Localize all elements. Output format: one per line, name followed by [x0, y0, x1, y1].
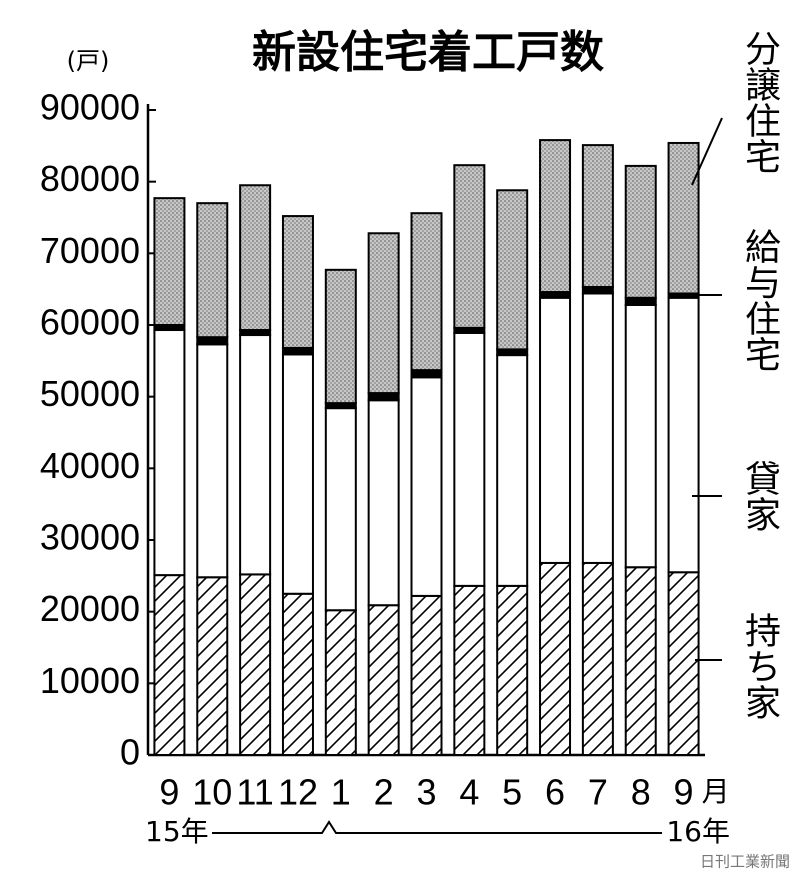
bar-segment: [196, 336, 229, 346]
x-tick-label: 9: [674, 772, 694, 813]
y-tick-label: 90000: [40, 87, 140, 128]
bar-segment: [281, 353, 314, 595]
bar-segment: [453, 331, 486, 587]
bar-segment: [281, 215, 314, 349]
bar-segment: [153, 574, 186, 756]
bar-segment: [539, 139, 572, 294]
x-tick-label: 7: [588, 772, 608, 813]
x-tick-label: 2: [374, 772, 394, 813]
legend-leader: [691, 117, 723, 186]
bar-segment: [410, 376, 443, 597]
bar-segment: [581, 292, 614, 564]
bar-segment: [496, 354, 529, 587]
chart-title: 新設住宅着工戸数: [252, 27, 604, 78]
bar-segment: [367, 399, 400, 607]
bar-segment: [667, 141, 700, 295]
bar-segment: [624, 164, 657, 299]
x-tick-label: 10: [192, 772, 232, 813]
bar-segment: [624, 566, 657, 756]
bar-segment: [581, 561, 614, 757]
y-tick-label: 60000: [40, 302, 140, 343]
bar-segment: [196, 343, 229, 579]
x-tick-label: 8: [631, 772, 651, 813]
x-tick-label: 9: [159, 772, 179, 813]
bar-segment: [324, 268, 357, 405]
year-end: 16年: [666, 815, 730, 848]
source: 日刊工業新聞: [700, 853, 790, 871]
bar-segment: [153, 197, 186, 326]
x-tick-label: 11: [236, 772, 273, 813]
legend-label: 貸家: [739, 460, 780, 532]
bar-segment: [410, 212, 443, 372]
legend-label: 給与住宅: [739, 228, 780, 372]
y-tick-label: 70000: [40, 230, 140, 271]
x-tick-label: 6: [545, 772, 565, 813]
legend-label: 分譲住宅: [739, 30, 780, 174]
y-tick-label: 0: [120, 732, 140, 773]
bar-segment: [624, 296, 657, 306]
bar-segment: [196, 202, 229, 339]
bar-segment: [239, 573, 272, 757]
bar-segment: [539, 561, 572, 757]
bar-segment: [367, 392, 400, 402]
x-tick-label: 12: [278, 772, 318, 813]
y-tick-label: 30000: [40, 517, 140, 558]
bar-segment: [539, 296, 572, 564]
y-unit: (戸): [67, 47, 110, 75]
year-span-line: [212, 820, 662, 834]
y-tick-label: 20000: [40, 588, 140, 629]
bar-segment: [153, 329, 186, 577]
y-tick-label: 10000: [40, 660, 140, 701]
bar-segment: [410, 369, 443, 379]
bar-segment: [324, 407, 357, 612]
bar-segment: [496, 584, 529, 756]
year-start: 15年: [145, 815, 209, 848]
bar-segment: [581, 144, 614, 289]
y-tick-label: 50000: [40, 373, 140, 414]
x-tick-label: 5: [502, 772, 522, 813]
legend-label: 持ち家: [739, 612, 780, 720]
x-tick-label: 3: [416, 772, 436, 813]
bar-segment: [667, 571, 700, 756]
x-tick-label: 4: [459, 772, 479, 813]
bar-segment: [667, 296, 700, 574]
bar-segment: [367, 232, 400, 395]
y-tick-label: 40000: [40, 445, 140, 486]
bar-segment: [324, 609, 357, 756]
bar-segment: [239, 184, 272, 332]
x-tick-label: 1: [331, 772, 351, 813]
bar-segment: [496, 189, 529, 351]
bar-segment: [453, 164, 486, 329]
y-tick-label: 80000: [40, 158, 140, 199]
bar-segment: [239, 334, 272, 576]
bar-segment: [196, 576, 229, 756]
bar-segment: [367, 604, 400, 757]
bar-segment: [410, 594, 443, 757]
x-unit: 月: [702, 775, 730, 808]
bar-segment: [281, 592, 314, 756]
bar-segment: [453, 584, 486, 756]
bar-segment: [624, 303, 657, 569]
